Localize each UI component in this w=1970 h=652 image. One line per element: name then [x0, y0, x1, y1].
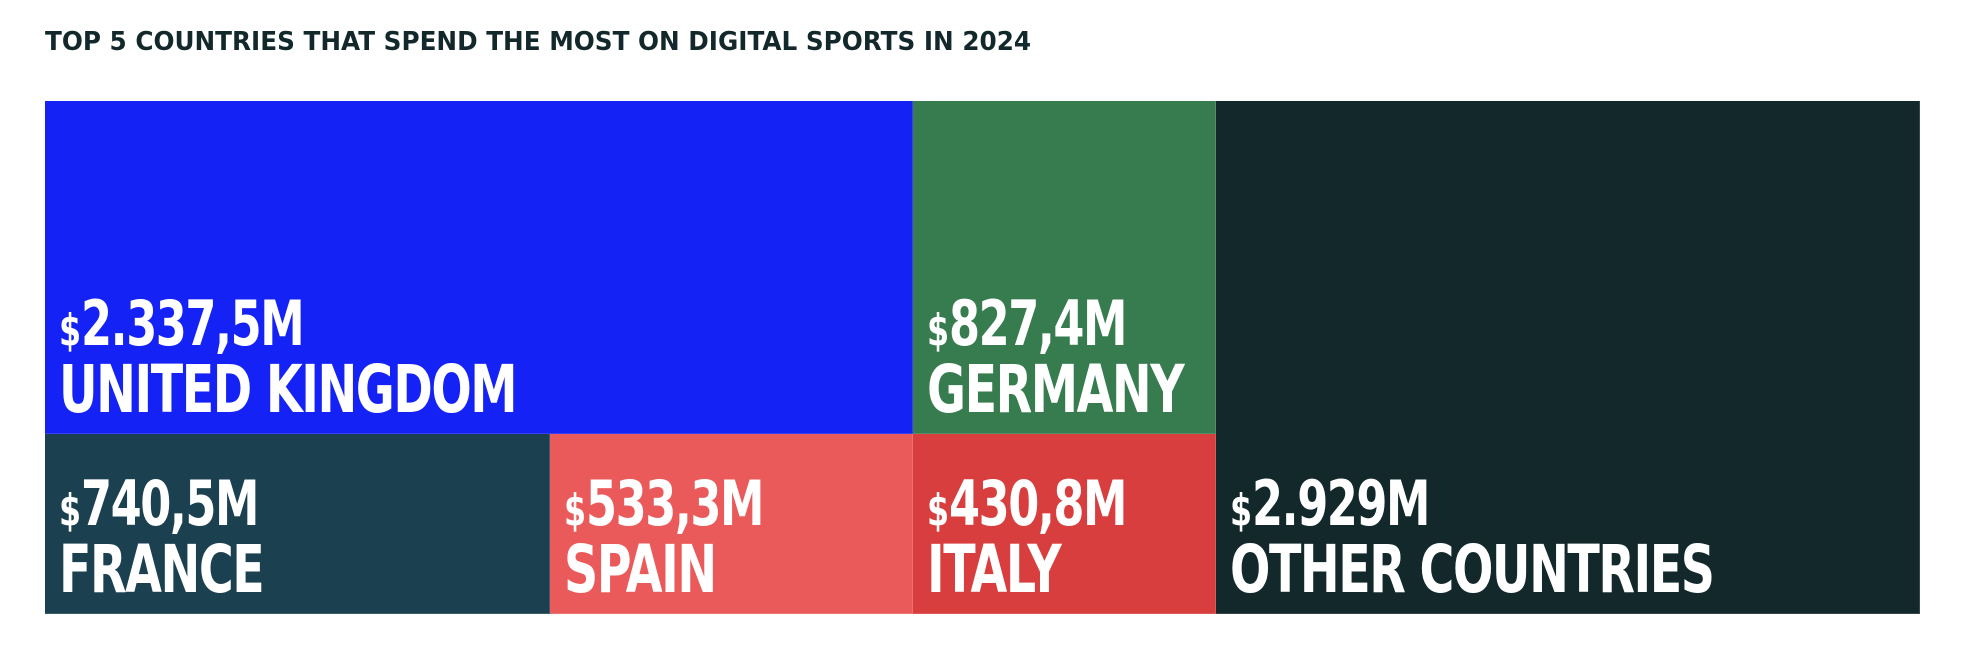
tile-name: GERMANY	[927, 351, 1185, 429]
tile-value-number: 2.929M	[1251, 467, 1430, 540]
tile-other-countries: $2.929M OTHER COUNTRIES	[1215, 101, 1920, 614]
tile-value: $740,5M	[59, 472, 263, 536]
tile-labels: $827,4M GERMANY	[927, 293, 1185, 429]
tile-spain: $533,3M SPAIN	[549, 434, 914, 614]
currency-symbol: $	[1229, 485, 1252, 536]
currency-symbol: $	[927, 305, 950, 357]
tile-united-kingdom: $2.337,5M UNITED KINGDOM	[45, 101, 914, 435]
tile-france: $740,5M FRANCE	[45, 434, 550, 614]
tile-name: SPAIN	[563, 530, 717, 608]
tile-value: $533,3M	[563, 472, 764, 536]
tile-value-number: 2.337,5M	[81, 287, 305, 361]
tile-value: $430,8M	[927, 472, 1127, 536]
tile-italy: $430,8M ITALY	[913, 434, 1216, 614]
currency-symbol: $	[927, 484, 950, 536]
tile-labels: $430,8M ITALY	[927, 472, 1127, 608]
tile-value-number: 533,3M	[585, 466, 764, 540]
tile-name: OTHER COUNTRIES	[1229, 531, 1715, 608]
tile-labels: $740,5M FRANCE	[59, 472, 265, 608]
tile-value: $2.337,5M	[59, 293, 516, 355]
tile-germany: $827,4M GERMANY	[913, 101, 1216, 435]
tile-value: $2.929M	[1230, 473, 1714, 535]
tile-value-number: 430,8M	[949, 466, 1127, 540]
tile-value: $827,4M	[927, 293, 1183, 355]
treemap: $2.337,5M UNITED KINGDOM $827,4M GERMANY $74…	[45, 101, 1920, 614]
chart-title: TOP 5 COUNTRIES THAT SPEND THE MOST ON D…	[45, 27, 1032, 57]
tile-labels: $2.929M OTHER COUNTRIES	[1229, 473, 1715, 608]
currency-symbol: $	[59, 484, 82, 536]
tile-labels: $2.337,5M UNITED KINGDOM	[59, 293, 518, 429]
tile-value-number: 827,4M	[949, 287, 1127, 361]
tile-name: FRANCE	[59, 530, 265, 608]
tile-value-number: 740,5M	[81, 466, 259, 540]
tile-name: UNITED KINGDOM	[59, 351, 518, 429]
currency-symbol: $	[563, 484, 586, 536]
currency-symbol: $	[59, 305, 82, 357]
tile-name: ITALY	[927, 530, 1062, 608]
tile-labels: $533,3M SPAIN	[563, 472, 764, 608]
